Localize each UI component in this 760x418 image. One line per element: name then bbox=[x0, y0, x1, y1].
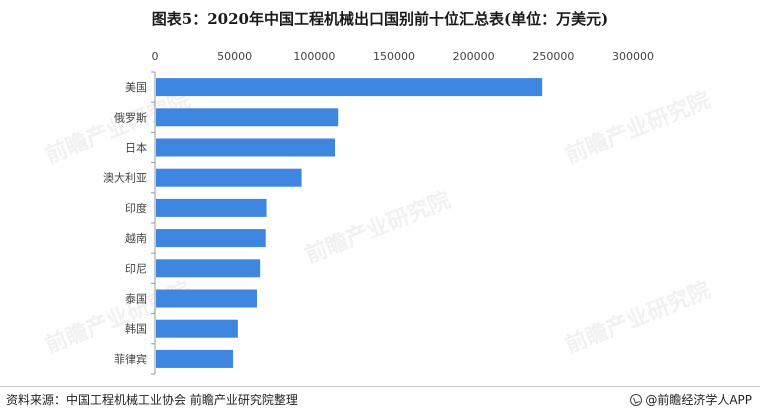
category-label: 韩国 bbox=[125, 322, 147, 336]
bar bbox=[156, 289, 257, 308]
x-tick-label: 150000 bbox=[373, 50, 415, 63]
category-label: 泰国 bbox=[125, 292, 147, 306]
bar bbox=[156, 138, 336, 157]
bar bbox=[156, 198, 267, 217]
category-label: 印度 bbox=[125, 201, 147, 215]
category-label: 俄罗斯 bbox=[114, 111, 147, 124]
footer-divider bbox=[0, 386, 760, 387]
brand-logo-icon bbox=[630, 393, 643, 406]
x-tick-label: 250000 bbox=[532, 50, 574, 63]
bar bbox=[156, 229, 266, 248]
x-tick-label: 200000 bbox=[453, 50, 495, 63]
category-label: 印尼 bbox=[125, 262, 147, 275]
bar bbox=[156, 349, 234, 368]
category-label: 澳大利亚 bbox=[103, 171, 147, 185]
bar bbox=[156, 168, 302, 187]
bar bbox=[156, 259, 261, 278]
brand-label: @前瞻经济学人APP bbox=[645, 393, 752, 407]
x-tick-label: 50000 bbox=[217, 50, 252, 63]
bar bbox=[156, 78, 543, 97]
bar bbox=[156, 319, 238, 338]
x-tick-label: 100000 bbox=[293, 50, 335, 63]
category-label: 日本 bbox=[125, 141, 147, 155]
category-label: 美国 bbox=[125, 81, 147, 94]
category-label: 越南 bbox=[125, 231, 147, 245]
x-tick-label: 300000 bbox=[612, 50, 654, 63]
chart-title: 图表5：2020年中国工程机械出口国别前十位汇总表(单位：万美元) bbox=[151, 10, 609, 28]
bar bbox=[156, 108, 339, 127]
brand-mark: @前瞻经济学人APP bbox=[630, 391, 752, 408]
x-tick-label: 0 bbox=[152, 50, 159, 63]
source-note: 资料来源：中国工程机械工业协会 前瞻产业研究院整理 bbox=[6, 393, 298, 407]
category-label: 菲律宾 bbox=[114, 352, 147, 366]
